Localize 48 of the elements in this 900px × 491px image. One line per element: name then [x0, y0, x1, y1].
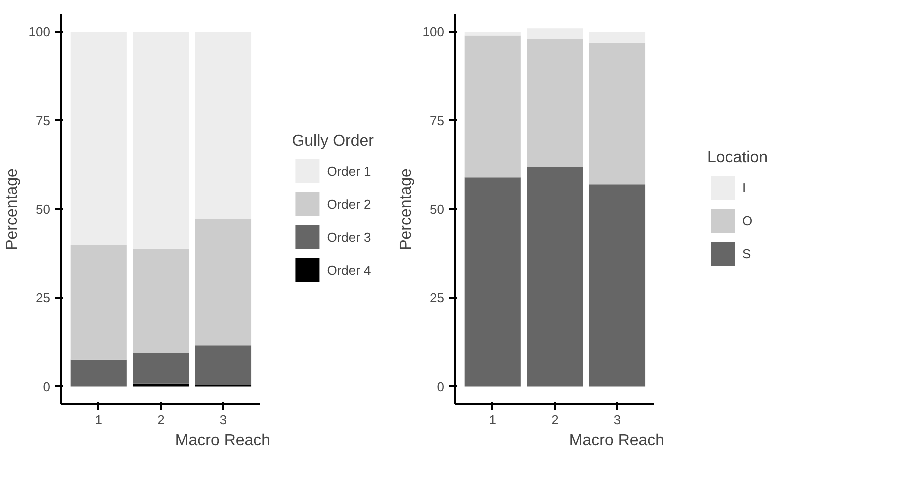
bar	[464, 178, 521, 387]
legend-label: I	[742, 180, 748, 195]
x-tick-label: 3	[220, 412, 228, 428]
x-tick-label: 3	[614, 412, 622, 428]
bar	[589, 42, 646, 185]
x-tick-label: 2	[158, 412, 165, 428]
y-tick-label: 25	[430, 290, 445, 306]
y-tick-label: 100	[422, 24, 445, 40]
bar	[527, 39, 584, 167]
x-tick-label: 1	[95, 412, 103, 428]
x-tick-label: 1	[489, 412, 497, 428]
y-tick-label: 0	[43, 379, 51, 394]
bar	[464, 32, 521, 36]
bar	[464, 36, 521, 178]
y-tick-label: 25	[36, 290, 51, 306]
y-axis-title: Percentage	[4, 168, 21, 250]
legend-label: Order 1	[327, 164, 372, 178]
bar	[195, 346, 252, 385]
bar	[527, 166, 584, 387]
bar	[133, 32, 190, 249]
y-tick-label: 75	[430, 113, 445, 128]
y-axis-title: Percentage	[398, 168, 415, 250]
bar	[589, 32, 646, 43]
legend-label: S	[742, 246, 752, 261]
bar	[195, 32, 252, 220]
bar	[133, 248, 190, 354]
bar	[70, 32, 127, 245]
legend-label: Order 2	[327, 196, 372, 212]
bar	[70, 360, 127, 387]
y-tick-label: 75	[36, 113, 51, 128]
y-tick-label: 50	[36, 202, 51, 217]
y-tick-label: 0	[437, 379, 445, 394]
y-tick-label: 100	[28, 24, 51, 40]
y-tick-label: 50	[430, 202, 445, 217]
legend-label: Order 3	[327, 230, 372, 244]
x-tick-label: 2	[552, 412, 559, 428]
legend-title: Gully Order	[292, 133, 374, 151]
x-axis-title: Macro Reach	[569, 432, 665, 450]
bar	[133, 353, 190, 384]
bar	[527, 28, 584, 40]
x-axis-title: Macro Reach	[175, 432, 271, 450]
bar	[70, 244, 127, 360]
legend-title: Location	[708, 150, 768, 168]
bar	[133, 384, 190, 387]
legend-label: O	[742, 213, 754, 228]
bar	[589, 184, 646, 387]
legend-label: Order 4	[327, 262, 372, 278]
bar	[195, 219, 252, 346]
